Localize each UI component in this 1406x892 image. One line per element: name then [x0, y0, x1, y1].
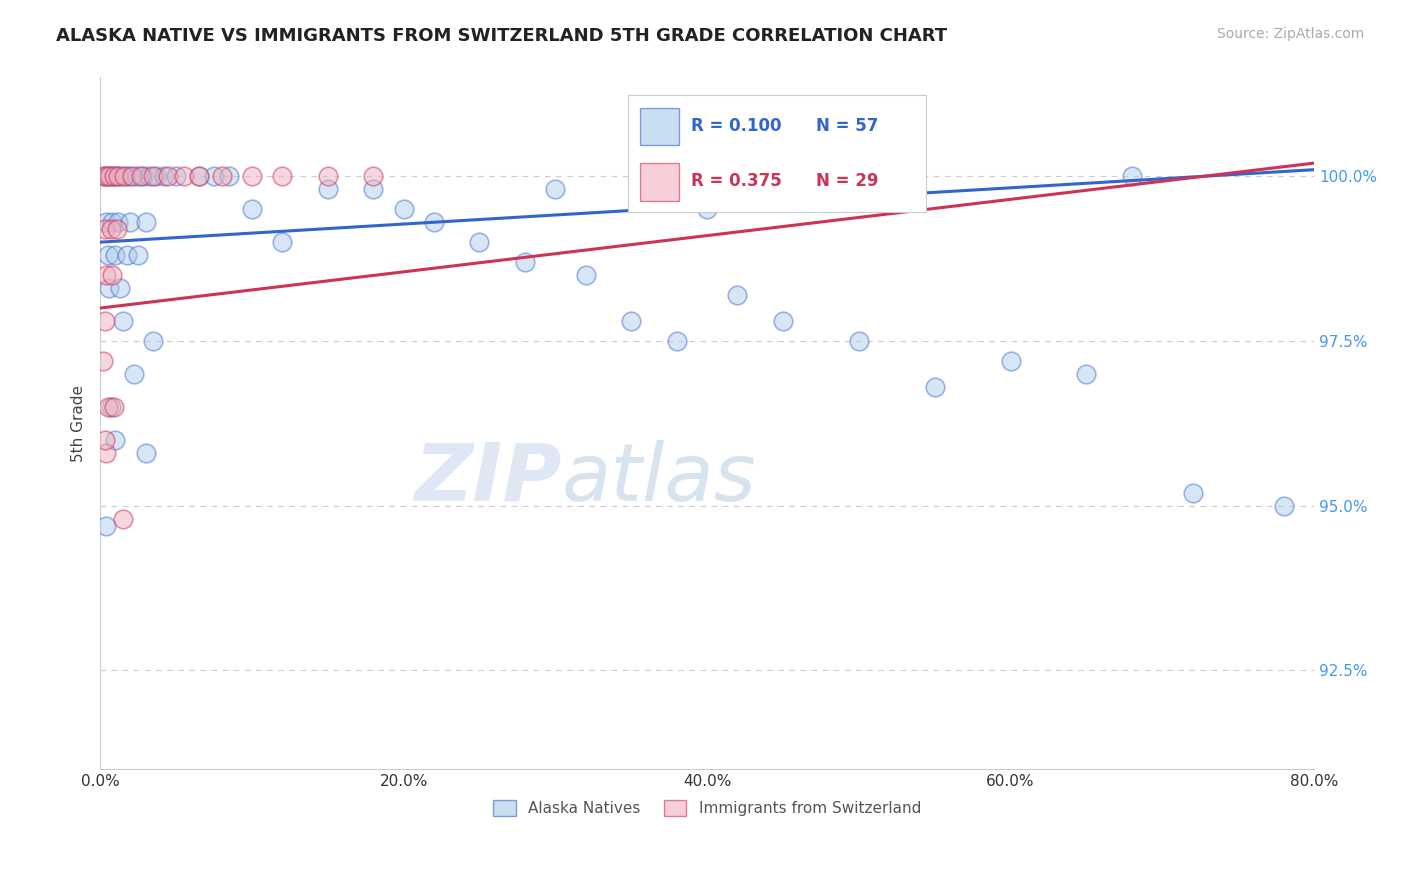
- Point: [153, 169, 176, 184]
- Point: [173, 169, 195, 184]
- Point: [468, 235, 491, 249]
- Point: [121, 169, 143, 184]
- Point: [271, 235, 294, 249]
- Point: [100, 400, 122, 414]
- Point: [157, 169, 180, 184]
- Point: [1121, 169, 1143, 184]
- Point: [1000, 353, 1022, 368]
- Point: [145, 169, 167, 184]
- Point: [104, 433, 127, 447]
- Point: [96, 518, 118, 533]
- Text: Source: ZipAtlas.com: Source: ZipAtlas.com: [1216, 27, 1364, 41]
- Point: [513, 255, 536, 269]
- Point: [91, 169, 114, 184]
- Point: [665, 334, 688, 348]
- Point: [120, 169, 142, 184]
- Point: [361, 182, 384, 196]
- Point: [101, 268, 124, 282]
- Point: [115, 169, 138, 184]
- Point: [240, 169, 263, 184]
- Point: [93, 169, 115, 184]
- Point: [544, 182, 567, 196]
- Point: [316, 169, 339, 184]
- Text: ALASKA NATIVE VS IMMIGRANTS FROM SWITZERLAND 5TH GRADE CORRELATION CHART: ALASKA NATIVE VS IMMIGRANTS FROM SWITZER…: [56, 27, 948, 45]
- Point: [127, 248, 149, 262]
- Point: [91, 353, 114, 368]
- Point: [620, 314, 643, 328]
- Point: [187, 169, 209, 184]
- Point: [129, 169, 152, 184]
- Point: [135, 215, 157, 229]
- Point: [96, 268, 118, 282]
- Point: [727, 288, 749, 302]
- Point: [107, 169, 129, 184]
- Point: [316, 182, 339, 196]
- Point: [1272, 499, 1295, 513]
- Point: [111, 314, 134, 328]
- Point: [392, 202, 415, 217]
- Point: [187, 169, 209, 184]
- Point: [122, 367, 145, 381]
- Point: [271, 169, 294, 184]
- Point: [111, 512, 134, 526]
- Y-axis label: 5th Grade: 5th Grade: [72, 384, 86, 462]
- Point: [112, 169, 135, 184]
- Point: [97, 400, 120, 414]
- Point: [772, 314, 794, 328]
- Point: [218, 169, 240, 184]
- Point: [110, 169, 132, 184]
- Point: [142, 169, 165, 184]
- Point: [1076, 367, 1098, 381]
- Text: ZIP: ZIP: [413, 440, 561, 517]
- Point: [1181, 485, 1204, 500]
- Point: [107, 215, 129, 229]
- Point: [211, 169, 233, 184]
- Point: [96, 215, 118, 229]
- Point: [924, 380, 946, 394]
- Point: [103, 400, 125, 414]
- Point: [105, 222, 128, 236]
- Point: [100, 169, 122, 184]
- Point: [93, 433, 115, 447]
- Point: [104, 248, 127, 262]
- Legend: Alaska Natives, Immigrants from Switzerland: Alaska Natives, Immigrants from Switzerl…: [485, 793, 929, 824]
- Point: [101, 215, 124, 229]
- Point: [361, 169, 384, 184]
- Text: atlas: atlas: [561, 440, 756, 517]
- Point: [97, 248, 120, 262]
- Point: [135, 446, 157, 460]
- Point: [120, 215, 142, 229]
- Point: [103, 169, 125, 184]
- Point: [117, 248, 139, 262]
- Point: [848, 334, 870, 348]
- Point: [423, 215, 446, 229]
- Point: [240, 202, 263, 217]
- Point: [575, 268, 598, 282]
- Point: [131, 169, 153, 184]
- Point: [100, 222, 122, 236]
- Point: [97, 169, 120, 184]
- Point: [93, 314, 115, 328]
- Point: [93, 222, 115, 236]
- Point: [138, 169, 160, 184]
- Point: [105, 169, 128, 184]
- Point: [103, 169, 125, 184]
- Point: [202, 169, 225, 184]
- Point: [108, 281, 131, 295]
- Point: [98, 169, 121, 184]
- Point: [142, 334, 165, 348]
- Point: [125, 169, 148, 184]
- Point: [696, 202, 718, 217]
- Point: [165, 169, 187, 184]
- Point: [96, 446, 118, 460]
- Point: [96, 169, 118, 184]
- Point: [98, 281, 121, 295]
